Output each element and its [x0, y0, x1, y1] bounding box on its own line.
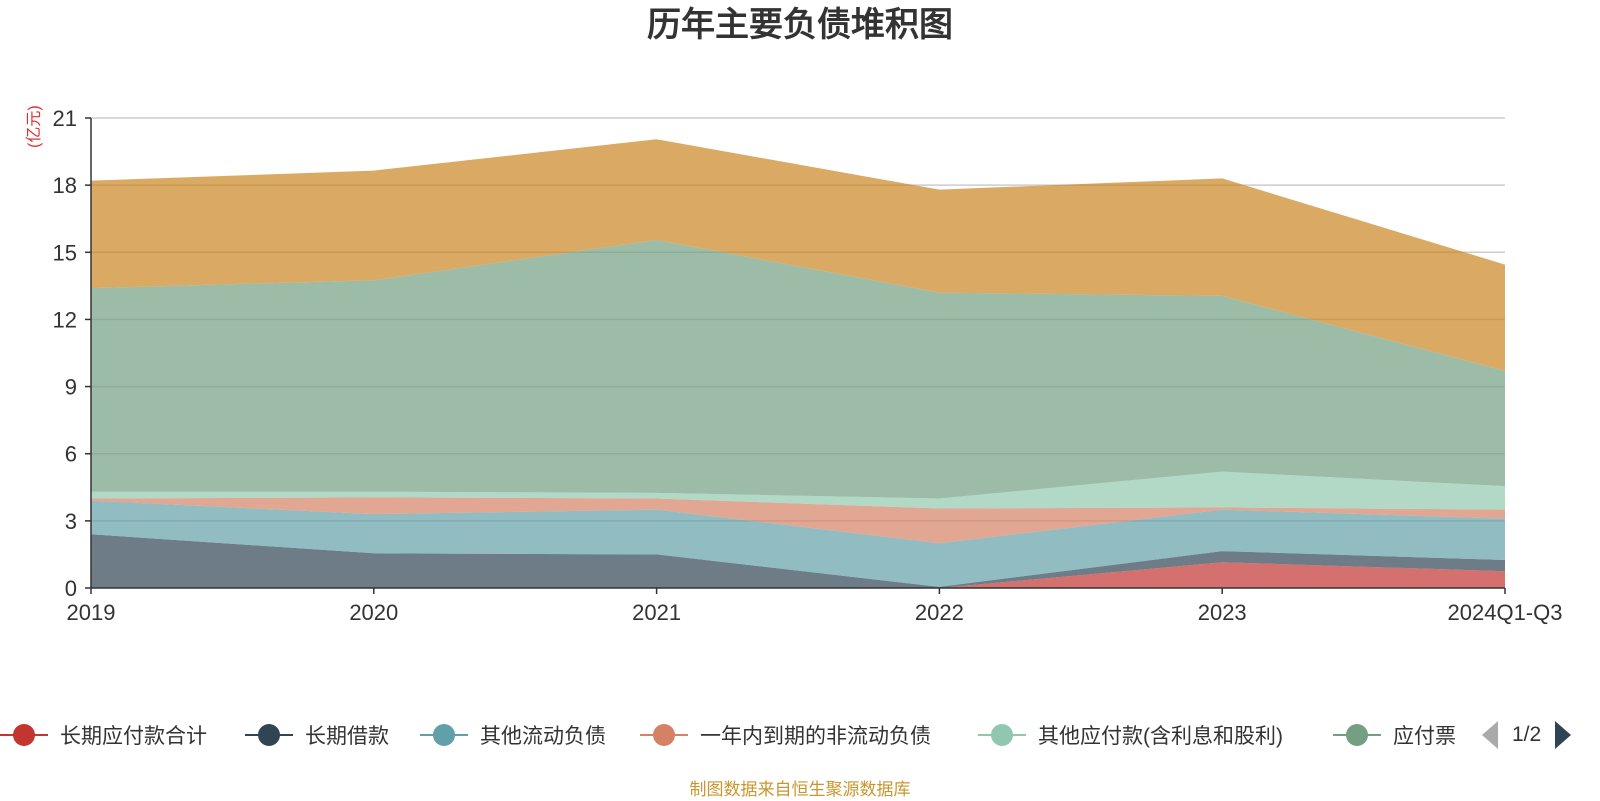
legend-item[interactable]: 长期应付款合计: [0, 718, 207, 752]
legend-marker-icon: [420, 718, 468, 752]
y-tick-label: 6: [65, 442, 77, 467]
x-tick-label: 2022: [915, 600, 964, 625]
x-tick-label: 2021: [632, 600, 681, 625]
legend-pager: 1/2: [1482, 718, 1572, 752]
pager-prev-icon[interactable]: [1482, 721, 1498, 749]
x-tick-label: 2019: [67, 600, 116, 625]
area-series-5[interactable]: [91, 239, 1505, 499]
pager-indicator: 1/2: [1512, 723, 1542, 746]
y-axis-unit-label: (亿元): [26, 105, 43, 148]
y-tick-label: 18: [53, 173, 77, 198]
x-tick-label: 2024Q1-Q3: [1448, 600, 1563, 625]
area-series-2[interactable]: [91, 500, 1505, 587]
legend-label: 应付票: [1393, 725, 1456, 748]
legend-item[interactable]: 一年内到期的非流动负债: [640, 718, 931, 752]
area-series: [91, 139, 1505, 588]
y-tick-label: 21: [53, 106, 77, 131]
legend-marker-icon: [0, 718, 48, 752]
pager-next-icon[interactable]: [1555, 721, 1572, 749]
legend-label: 长期借款: [305, 725, 389, 748]
legend-item[interactable]: 其他流动负债: [420, 718, 606, 752]
area-series-0[interactable]: [91, 562, 1505, 588]
x-tick-label: 2023: [1198, 600, 1247, 625]
y-tick-label: 9: [65, 375, 77, 400]
axes: [85, 117, 1506, 594]
y-tick-label: 12: [53, 307, 77, 332]
tick-labels: 0 3 6 9 12 15 18 21 2019 2020 2021 2022 2023 2024Q1-Q…: [53, 106, 1563, 625]
legend-item[interactable]: 其他应付款(含利息和股利): [978, 718, 1283, 752]
legend: 长期应付款合计 长期借款 其他流动负债 一年内到期的非流动负债 其他应付款(含利息和股利…: [0, 718, 1600, 752]
y-tick-label: 0: [65, 576, 77, 601]
legend-label: 长期应付款合计: [60, 725, 207, 748]
legend-marker-icon: [1333, 718, 1381, 752]
chart-title: 历年主要负债堆积图: [647, 6, 953, 44]
legend-label: 一年内到期的非流动负债: [700, 725, 931, 748]
area-series-1[interactable]: [91, 534, 1505, 588]
legend-label: 其他应付款(含利息和股利): [1038, 725, 1283, 748]
stacked-area-chart: 0 3 6 9 12 15 18 21 2019 2020 2021 2022 2023 2024Q1-Q…: [53, 106, 1563, 625]
legend-items: 长期应付款合计 长期借款 其他流动负债 一年内到期的非流动负债 其他应付款(含利息和股利…: [0, 718, 1478, 752]
legend-item[interactable]: 应付票: [1333, 718, 1456, 752]
y-tick-label: 3: [65, 509, 77, 534]
x-tick-label: 2020: [349, 600, 398, 625]
legend-marker-icon: [978, 718, 1026, 752]
legend-marker-icon: [245, 718, 293, 752]
y-tick-label: 15: [53, 240, 77, 265]
legend-marker-icon: [640, 718, 688, 752]
area-series-4[interactable]: [91, 471, 1505, 510]
area-series-3[interactable]: [91, 497, 1505, 544]
legend-item[interactable]: 长期借款: [245, 718, 389, 752]
legend-label: 其他流动负债: [480, 725, 606, 748]
data-source-note: 制图数据来自恒生聚源数据库: [689, 780, 911, 799]
area-series-6[interactable]: [91, 139, 1505, 371]
